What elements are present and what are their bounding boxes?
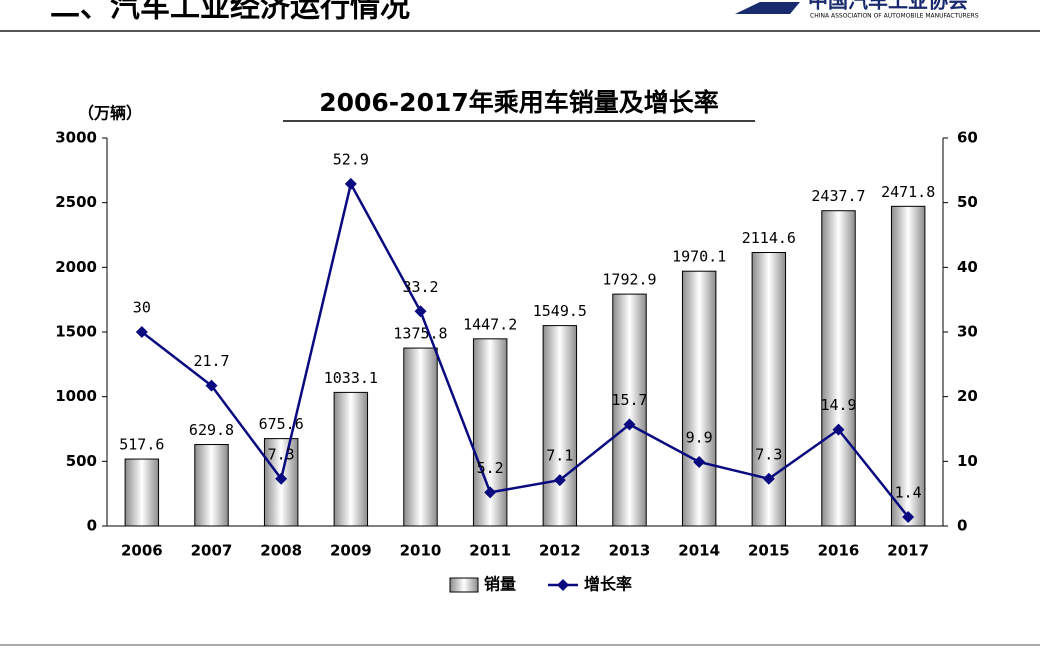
line-marker xyxy=(832,423,845,436)
line-marker xyxy=(762,472,775,485)
y-tick-label: 1000 xyxy=(55,387,97,405)
line-value-label: 1.4 xyxy=(895,483,922,501)
y2-tick-label: 10 xyxy=(957,452,978,470)
x-tick-label: 2013 xyxy=(609,542,651,560)
legend-marker xyxy=(557,579,569,591)
line-value-label: 7.3 xyxy=(268,445,295,463)
line-value-label: 30 xyxy=(133,299,151,317)
line-value-label: 7.1 xyxy=(546,447,573,465)
y2-tick-label: 60 xyxy=(957,129,978,147)
line-marker xyxy=(484,486,497,499)
legend-label: 销量 xyxy=(484,575,516,594)
chart-title: 2006-2017年乘用车销量及增长率 xyxy=(319,88,719,117)
x-tick-label: 2009 xyxy=(330,542,372,560)
line-value-label: 52.9 xyxy=(333,150,369,168)
bar xyxy=(403,347,438,527)
bar xyxy=(194,444,229,527)
slide-title: 二、汽车工业经济运行情况 xyxy=(50,0,410,25)
logo-subtext: CHINA ASSOCIATION OF AUTOMOBILE MANUFACT… xyxy=(810,13,979,20)
y2-tick-label: 30 xyxy=(957,323,978,341)
line-value-label: 7.3 xyxy=(755,445,782,463)
y-tick-label: 0 xyxy=(87,517,97,535)
legend-label: 增长率 xyxy=(584,575,632,594)
bar-value-label: 1447.2 xyxy=(463,315,517,333)
x-tick-label: 2014 xyxy=(678,542,720,560)
growth-line xyxy=(141,180,910,518)
bar xyxy=(124,458,160,527)
bar-value-label: 1375.8 xyxy=(393,325,447,343)
line-marker xyxy=(902,510,915,523)
line-value-label: 21.7 xyxy=(193,352,229,370)
line-marker xyxy=(414,305,427,318)
bar xyxy=(751,252,787,527)
y2-tick-label: 20 xyxy=(957,387,978,405)
bar-value-label: 629.8 xyxy=(189,421,234,439)
line-marker xyxy=(205,379,218,392)
x-tick-label: 2017 xyxy=(887,542,929,560)
bar xyxy=(612,293,647,527)
bar-value-label: 1970.1 xyxy=(672,248,726,266)
line-value-label: 9.9 xyxy=(686,428,713,446)
x-tick-label: 2016 xyxy=(818,542,860,560)
x-tick-label: 2006 xyxy=(121,542,163,560)
bar xyxy=(821,210,856,527)
line-marker xyxy=(135,326,148,338)
bar xyxy=(890,205,926,527)
line-marker xyxy=(693,455,706,468)
bar-value-label: 2437.7 xyxy=(811,187,865,205)
bar-value-label: 1033.1 xyxy=(324,369,378,387)
line-value-label: 15.7 xyxy=(611,391,647,409)
bar xyxy=(681,270,717,527)
bar xyxy=(333,391,369,527)
x-tick-label: 2015 xyxy=(748,542,790,560)
bar-value-label: 1792.9 xyxy=(602,271,656,289)
y2-tick-label: 40 xyxy=(957,258,978,276)
line-value-label: 5.2 xyxy=(477,459,504,477)
line-marker xyxy=(275,472,288,485)
line-marker xyxy=(344,177,357,190)
line-value-label: 14.9 xyxy=(820,396,856,414)
bar-value-label: 517.6 xyxy=(119,436,164,454)
x-tick-label: 2010 xyxy=(400,542,442,560)
x-tick-label: 2011 xyxy=(469,542,511,560)
logo-text: 中国汽车工业协会 xyxy=(808,0,968,13)
x-tick-label: 2008 xyxy=(260,542,302,560)
y-tick-label: 3000 xyxy=(55,129,97,147)
line-marker xyxy=(623,418,636,431)
y-axis-label: （万辆） xyxy=(78,104,142,123)
bar xyxy=(542,325,578,527)
x-tick-label: 2007 xyxy=(191,542,233,560)
y2-tick-label: 50 xyxy=(957,193,978,211)
line-value-label: 33.2 xyxy=(402,278,438,296)
y-tick-label: 1500 xyxy=(55,323,97,341)
bar-value-label: 2471.8 xyxy=(881,183,935,201)
bar-value-label: 2114.6 xyxy=(742,229,796,247)
legend-swatch xyxy=(449,577,479,593)
y-tick-label: 500 xyxy=(66,452,97,470)
y-tick-label: 2500 xyxy=(55,193,97,211)
bar-value-label: 1549.5 xyxy=(533,302,587,320)
bar-value-label: 675.6 xyxy=(259,415,304,433)
y2-tick-label: 0 xyxy=(957,517,967,535)
y-tick-label: 2000 xyxy=(55,258,97,276)
logo-mark xyxy=(735,2,800,14)
line-marker xyxy=(553,474,566,487)
x-tick-label: 2012 xyxy=(539,542,581,560)
